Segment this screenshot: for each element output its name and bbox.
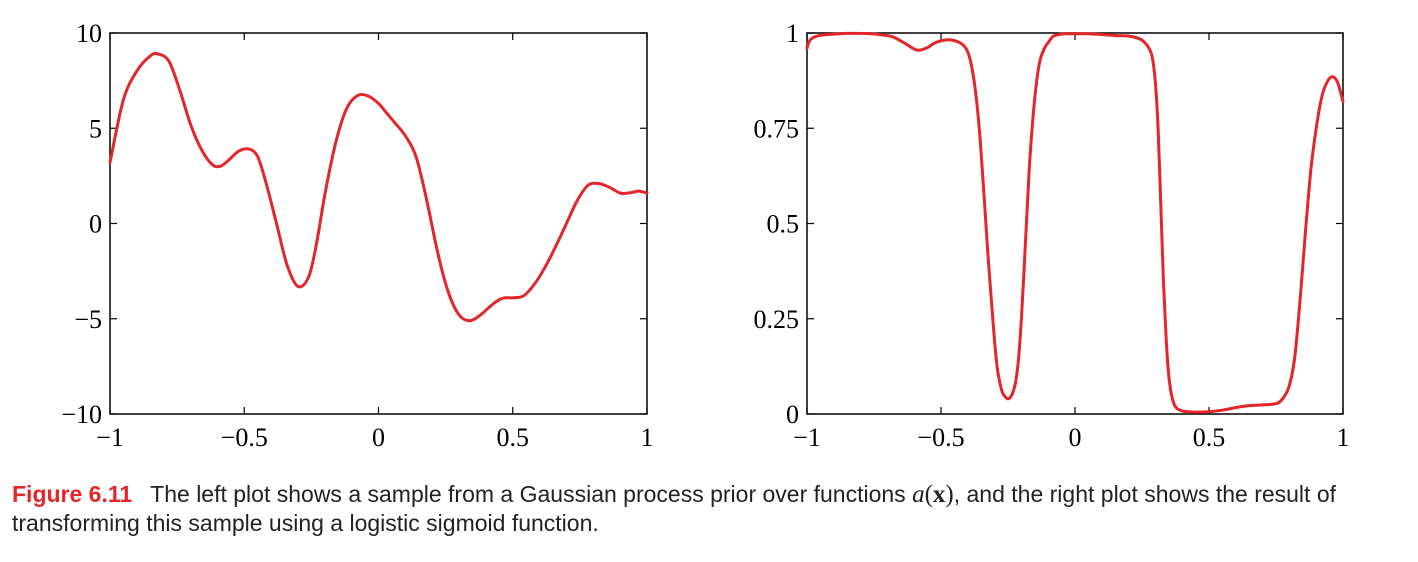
x-tick-label: −1 [793,423,821,452]
math-variable: x [932,481,946,508]
caption-text-start: The left plot shows a sample from a Gaus… [150,481,913,507]
y-tick-label: −5 [74,305,102,334]
math-close-paren: ) [945,481,954,508]
y-tick-label: 1 [786,19,799,48]
x-tick-label: −0.5 [221,423,268,452]
y-tick-label: 5 [89,114,102,143]
left-plot: −1 −0.5 0 0.5 1 −10 −5 0 5 10 [61,19,653,452]
x-tick-label: 0.5 [497,423,530,452]
y-tick-label: 10 [76,19,102,48]
y-tick-label: −10 [61,400,102,429]
figure-label: Figure 6.11 [12,481,133,507]
y-tick-label: 0.5 [767,210,800,239]
y-tick-label: 0.75 [754,114,800,143]
series-line [108,51,649,323]
x-tick-label: −0.5 [917,423,964,452]
y-tick-label: 0 [89,210,102,239]
plot-frame [806,32,1344,415]
y-tick-label: 0 [786,400,799,429]
caption-text-end: , and the right plot shows the result of… [12,481,1337,536]
x-tick-label: −1 [96,423,124,452]
x-tick-label: 1 [641,423,654,452]
x-tick-label: 0.5 [1193,423,1226,452]
right-plot: −1 −0.5 0 0.5 1 0 0.25 0.5 0.75 1 [754,19,1350,452]
series-line [805,31,1345,414]
x-tick-label: 0 [1069,423,1082,452]
y-tick-label: 0.25 [754,305,800,334]
figure-caption: Figure 6.11 The left plot shows a sample … [12,480,1412,538]
math-open-paren: ( [924,481,933,508]
caption-math: a(x) [912,481,954,508]
x-tick-label: 0 [372,423,385,452]
x-tick-label: 1 [1337,423,1350,452]
math-function: a [912,481,925,508]
